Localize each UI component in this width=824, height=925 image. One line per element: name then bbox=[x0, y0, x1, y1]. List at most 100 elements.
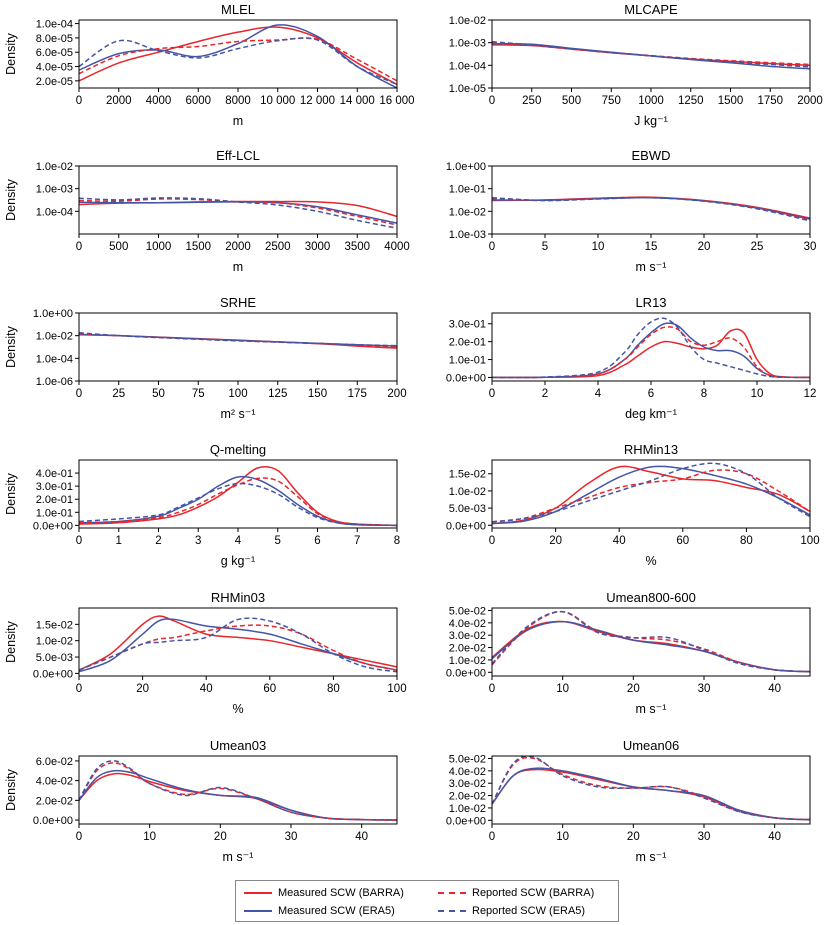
legend-item-measured-barra: Measured SCW (BARRA) bbox=[244, 884, 404, 902]
y-tick-label: 1.0e-04 bbox=[36, 353, 73, 365]
y-tick-label: 1.0e-03 bbox=[449, 229, 486, 241]
x-tick-label: 40 bbox=[768, 683, 781, 695]
x-tick-label: 25 bbox=[751, 241, 764, 253]
x-tick-label: 80 bbox=[740, 535, 753, 547]
y-axis-label: Density bbox=[4, 32, 18, 74]
x-tick-label: 100 bbox=[800, 535, 819, 547]
series-line-measured-era5 bbox=[79, 333, 397, 347]
x-tick-label: 2000 bbox=[106, 95, 132, 107]
y-tick-label: 2.0e-02 bbox=[36, 795, 73, 807]
plot-frame bbox=[491, 19, 811, 89]
y-tick-label: 0.0e+00 bbox=[446, 372, 486, 384]
y-axis-label: Density bbox=[4, 768, 18, 810]
x-tick-label: 20 bbox=[698, 241, 711, 253]
x-tick-label: 500 bbox=[109, 241, 128, 253]
plot-title: Umean03 bbox=[210, 738, 266, 753]
x-tick-label: 7 bbox=[354, 535, 360, 547]
panel-umean800-600: Umean800-600 0 10 20 30 40 0.0e+001.0e-022.0e-… bbox=[446, 590, 811, 716]
series-line-measured-era5 bbox=[492, 465, 810, 525]
y-tick-label: 1.0e-02 bbox=[36, 636, 73, 648]
y-tick-label: 2.0e-05 bbox=[36, 76, 73, 88]
plot-title: MLCAPE bbox=[624, 2, 678, 17]
y-tick-label: 2.0e-01 bbox=[449, 337, 486, 349]
legend-label-measured-barra: Measured SCW (BARRA) bbox=[278, 887, 404, 899]
x-tick-label: 40 bbox=[200, 683, 213, 695]
series-line-measured-barra bbox=[492, 768, 810, 821]
y-tick-label: 1.0e-03 bbox=[36, 184, 73, 196]
y-tick-label: 2.0e-01 bbox=[36, 494, 73, 506]
y-tick-label: 2.0e-02 bbox=[449, 643, 486, 655]
y-tick-label: 2.0e-02 bbox=[449, 791, 486, 803]
y-tick-label: 5.0e-02 bbox=[449, 605, 486, 617]
plot-title: RHMin13 bbox=[624, 442, 678, 457]
legend-item-reported-era5: Reported SCW (ERA5) bbox=[438, 902, 585, 920]
series-line-measured-barra bbox=[79, 26, 397, 86]
x-axis-label: m bbox=[233, 114, 243, 128]
series-line-measured-barra bbox=[492, 44, 810, 67]
y-tick-label: 1.0e-02 bbox=[36, 161, 73, 173]
series-line-measured-era5 bbox=[492, 767, 810, 821]
x-tick-label: 16 000 bbox=[379, 95, 414, 107]
y-tick-label: 4.0e-01 bbox=[36, 468, 73, 480]
y-tick-label: 6.0e-02 bbox=[36, 756, 73, 768]
x-tick-label: 175 bbox=[348, 388, 367, 400]
y-tick-label: 1.5e-02 bbox=[449, 469, 486, 481]
legend-item-measured-era5: Measured SCW (ERA5) bbox=[244, 902, 395, 920]
x-tick-label: 6 bbox=[648, 388, 654, 400]
y-tick-label: 0.0e+00 bbox=[33, 520, 73, 532]
series-line-measured-barra bbox=[79, 772, 397, 821]
x-axis-label: m bbox=[233, 260, 243, 274]
y-tick-label: 3.0e-01 bbox=[36, 481, 73, 493]
x-tick-label: 40 bbox=[768, 831, 781, 843]
x-tick-label: 8 bbox=[394, 535, 400, 547]
legend-label-measured-era5: Measured SCW (ERA5) bbox=[278, 905, 395, 917]
plot-title: EBWD bbox=[632, 148, 671, 163]
y-tick-label: 1.0e-06 bbox=[36, 376, 73, 388]
series-line-measured-era5 bbox=[492, 42, 810, 70]
x-tick-label: 0 bbox=[76, 683, 82, 695]
x-tick-label: 50 bbox=[152, 388, 165, 400]
x-tick-label: 20 bbox=[627, 831, 640, 843]
x-tick-label: 10 000 bbox=[260, 95, 295, 107]
y-tick-label: 1.0e-01 bbox=[449, 184, 486, 196]
x-tick-label: 75 bbox=[192, 388, 205, 400]
y-tick-label: 4.0e-02 bbox=[449, 618, 486, 630]
panel-q-melting: Q-melting 0 1 2 3 4 5 6 7 8 0.0e+001.0e-012.0e-013… bbox=[4, 442, 400, 568]
y-tick-label: 3.0e-02 bbox=[449, 778, 486, 790]
x-tick-label: 4 bbox=[595, 388, 602, 400]
series-line-reported-era5 bbox=[79, 37, 397, 86]
y-tick-label: 5.0e-03 bbox=[36, 652, 73, 664]
series-line-measured-era5 bbox=[79, 769, 397, 821]
y-axis-label: Density bbox=[4, 325, 18, 367]
y-tick-label: 1.0e-05 bbox=[449, 83, 486, 95]
x-tick-label: 20 bbox=[136, 683, 149, 695]
y-tick-label: 1.0e-04 bbox=[449, 60, 486, 72]
x-tick-label: 20 bbox=[549, 535, 562, 547]
y-axis-label: Density bbox=[4, 178, 18, 220]
x-tick-label: 14 000 bbox=[340, 95, 375, 107]
x-tick-label: 40 bbox=[613, 535, 626, 547]
y-tick-label: 6.0e-05 bbox=[36, 47, 73, 59]
y-axis-label: Density bbox=[4, 472, 18, 514]
series-line-measured-barra bbox=[492, 328, 810, 379]
series-line-reported-barra bbox=[79, 198, 397, 226]
plot-frame bbox=[78, 755, 398, 825]
y-tick-label: 0.0e+00 bbox=[33, 668, 73, 680]
x-tick-label: 0 bbox=[489, 241, 495, 253]
y-tick-label: 3.0e-02 bbox=[449, 630, 486, 642]
series-line-reported-barra bbox=[492, 469, 810, 523]
x-tick-label: 6 bbox=[314, 535, 320, 547]
x-tick-label: 200 bbox=[387, 388, 406, 400]
y-tick-label: 0.0e+00 bbox=[446, 667, 486, 679]
x-tick-label: 5 bbox=[275, 535, 281, 547]
x-tick-label: 1250 bbox=[678, 95, 704, 107]
y-tick-label: 8.0e-05 bbox=[36, 33, 73, 45]
x-tick-label: 10 bbox=[751, 388, 764, 400]
x-tick-label: 2000 bbox=[797, 95, 823, 107]
panel-umean06: Umean06 0 10 20 30 40 0.0e+001.0e-022.0e-023.0… bbox=[446, 738, 811, 864]
legend: Measured SCW (BARRA) Measured SCW (ERA5)… bbox=[235, 880, 619, 922]
y-tick-label: 1.0e-01 bbox=[36, 507, 73, 519]
legend-swatch-reported-barra bbox=[438, 892, 466, 894]
